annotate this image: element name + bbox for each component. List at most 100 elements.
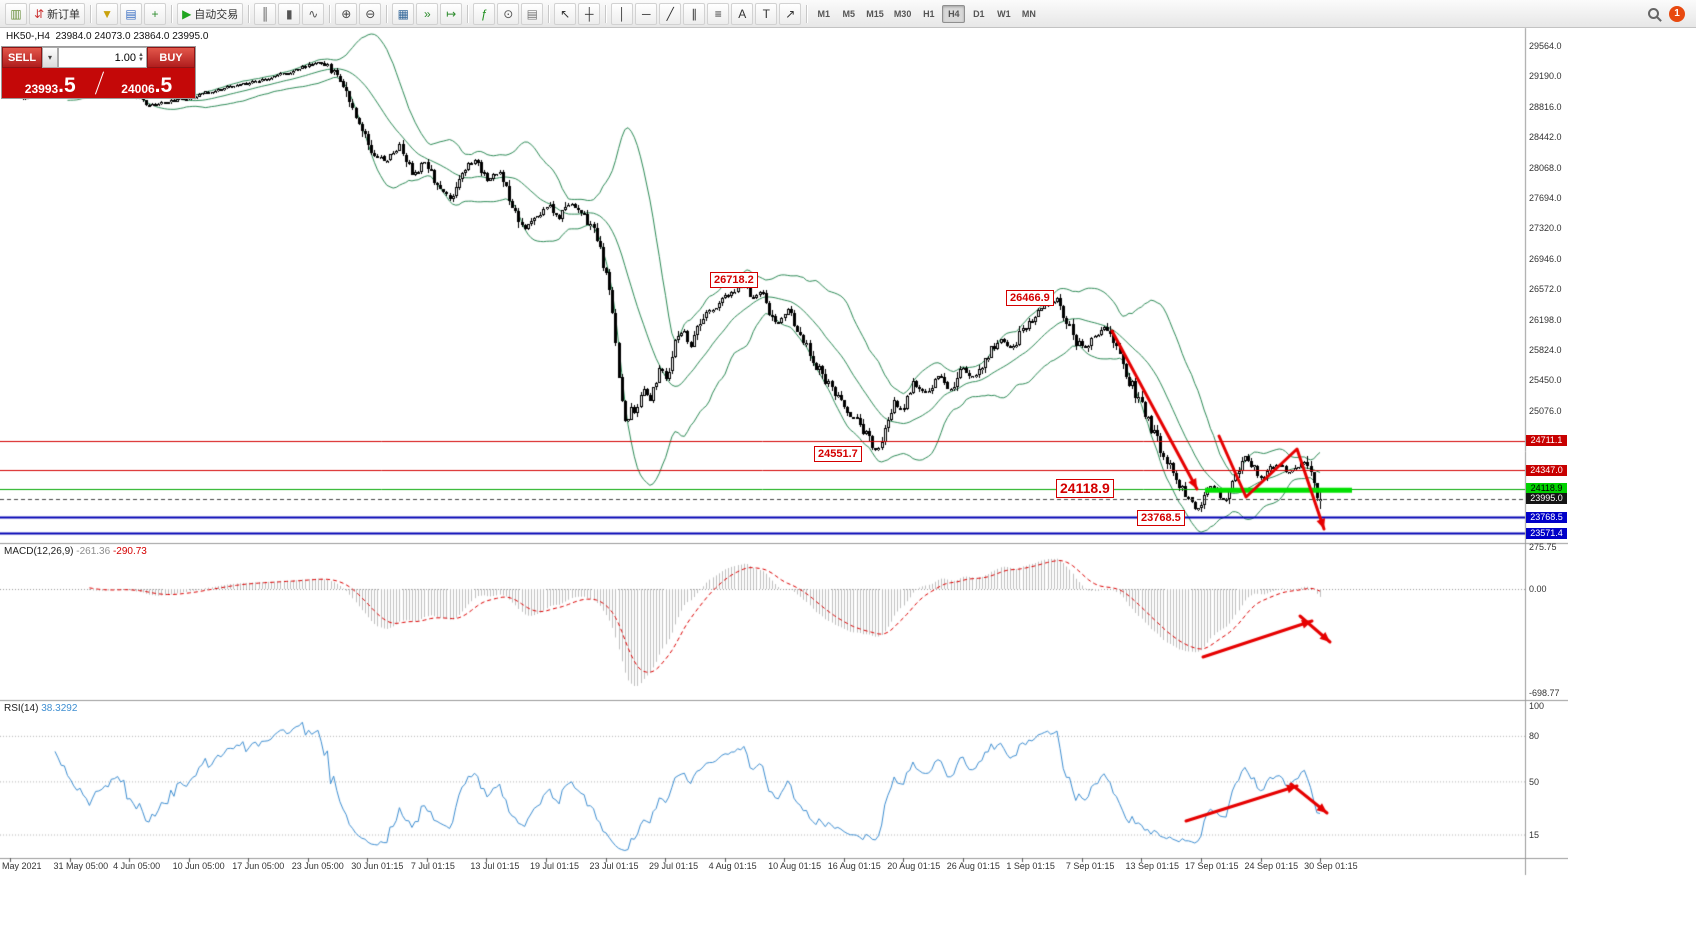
new-order-button[interactable]: ⇵ 新订单 [29, 2, 86, 25]
price-axis-label: 29564.0 [1529, 41, 1562, 51]
auto-scroll-icon-glyph: » [423, 6, 431, 21]
chart-shift-icon-glyph: ↦ [446, 6, 457, 21]
symbol-info: HK50-,H4 23984.0 24073.0 23864.0 23995.0 [6, 31, 209, 42]
line-chart-icon[interactable]: ∿ [302, 2, 325, 25]
price-tag-24118.9: 24118.9 [1526, 483, 1567, 495]
market-watch-icon[interactable]: ▤ [120, 2, 143, 25]
new-chart-icon[interactable]: ▥ [5, 2, 27, 25]
buy-button[interactable]: BUY [147, 47, 195, 68]
timeframe-d1[interactable]: D1 [973, 8, 985, 19]
market-watch-icon-glyph: ▤ [125, 6, 137, 21]
vertical-line-icon[interactable]: │ [611, 2, 634, 25]
sell-button[interactable]: SELL [2, 47, 42, 68]
timeframe-mn[interactable]: MN [1021, 8, 1036, 19]
order-type-dropdown[interactable]: ▾ [42, 47, 58, 68]
timeframe-m5[interactable]: M5 [842, 8, 856, 19]
navigator-icon-glyph: + [151, 6, 159, 21]
price-axis-label: 28816.0 [1529, 101, 1562, 112]
price-callout[interactable]: 26466.9 [1006, 290, 1054, 306]
vertical-line-icon-glyph: │ [618, 6, 627, 21]
templates-icon[interactable]: ▤ [521, 2, 544, 25]
bar-chart-icon[interactable]: ║ [254, 2, 277, 25]
price-tag-23768.5: 23768.5 [1526, 511, 1567, 523]
time-axis-label: 10 Jun 05:00 [172, 861, 225, 871]
rsi-axis-label: 80 [1529, 731, 1540, 741]
volume-spinner[interactable]: ▲ ▼ [138, 52, 144, 63]
buy-price[interactable]: 24006.5 [99, 68, 196, 98]
timeframe-m15[interactable]: M15 [866, 8, 884, 19]
horizontal-line-icon[interactable]: ─ [635, 2, 658, 25]
navigator-icon[interactable]: + [144, 2, 167, 25]
time-axis-label: 19 Jul 01:15 [529, 861, 579, 871]
timeframe-h4[interactable]: H4 [942, 4, 966, 23]
price-tag-24347.0: 24347.0 [1526, 464, 1567, 476]
price-callout[interactable]: 26718.2 [710, 272, 758, 288]
time-axis-label: 26 Aug 01:15 [946, 861, 1000, 871]
chart-window: HK50-,H4 23984.0 24073.0 23864.0 23995.0… [0, 0, 1568, 945]
time-periods-icon[interactable]: ⊙ [497, 2, 520, 25]
toolbar-separator [605, 4, 607, 23]
indicators-icon[interactable]: ƒ [473, 2, 496, 25]
timeframe-m30[interactable]: M30 [893, 8, 912, 19]
chart-shift-icon[interactable]: ↦ [440, 2, 463, 25]
spinner-down-icon: ▼ [138, 56, 144, 63]
search-icon[interactable] [1648, 8, 1659, 19]
tile-windows-icon[interactable]: ▦ [392, 2, 415, 25]
trendline-icon-glyph: ╱ [666, 6, 674, 21]
time-axis-label: 24 Sep 01:15 [1244, 861, 1299, 871]
zoom-in-icon[interactable]: ⊕ [335, 2, 358, 25]
price-axis-label: 25824.0 [1529, 345, 1562, 356]
crosshair-icon[interactable]: ┼ [578, 2, 601, 25]
text-icon[interactable]: A [731, 2, 754, 25]
new-order-button-label: 新订单 [47, 8, 81, 21]
price-callout[interactable]: 23768.5 [1137, 510, 1185, 526]
auto-scroll-icon[interactable]: » [416, 2, 439, 25]
zoom-out-icon[interactable]: ⊖ [359, 2, 382, 25]
label-icon[interactable]: T [755, 2, 778, 25]
timeframe-h1[interactable]: H1 [923, 8, 935, 19]
fibonacci-icon[interactable]: ≡ [707, 2, 730, 25]
time-axis-label: 7 Jul 01:15 [410, 861, 455, 871]
shapes-icon[interactable]: ↗ [779, 2, 802, 25]
rsi-axis-label: 100 [1529, 701, 1545, 711]
macd-main-value: -261.36 [76, 546, 111, 557]
price-tag-23571.4: 23571.4 [1526, 527, 1567, 539]
timeframe-m1[interactable]: M1 [817, 8, 831, 19]
price-axis-label: 28068.0 [1529, 162, 1562, 173]
volume-input[interactable]: 1.00 ▲ ▼ [58, 47, 147, 68]
sell-price[interactable]: 23993.5 [2, 68, 99, 98]
channel-icon-glyph: ∥ [691, 6, 698, 21]
price-callout[interactable]: 24551.7 [814, 446, 862, 462]
bar-chart-icon-glyph: ║ [261, 6, 270, 21]
profiles-icon[interactable]: ▼ [96, 2, 119, 25]
price-callout[interactable]: 24118.9 [1056, 479, 1114, 498]
time-axis-label: 23 Jul 01:15 [589, 861, 639, 871]
price-tag-24711.1: 24711.1 [1526, 435, 1567, 447]
auto-trading-button[interactable]: ▶ 自动交易 [177, 2, 244, 25]
candlestick-chart-icon[interactable]: ▮ [278, 2, 301, 25]
time-axis-label: 31 May 05:00 [53, 861, 109, 871]
price-axis-label: 29190.0 [1529, 71, 1562, 82]
channel-icon[interactable]: ∥ [683, 2, 706, 25]
chart-canvas[interactable] [0, 0, 1568, 945]
macd-label: MACD(12,26,9) -261.36 -290.73 [4, 546, 147, 557]
fibonacci-icon-glyph: ≡ [714, 6, 722, 21]
profiles-icon-glyph: ▼ [101, 6, 113, 21]
price-axis-label: 25076.0 [1529, 405, 1562, 416]
price-axis-label: 26572.0 [1529, 284, 1562, 295]
time-axis-label: 17 Jun 05:00 [232, 861, 285, 871]
notification-badge[interactable]: 1 [1669, 5, 1685, 22]
price-axis-label: 27694.0 [1529, 193, 1562, 204]
cursor-icon[interactable]: ↖ [554, 2, 577, 25]
rsi-value: 38.3292 [41, 703, 78, 714]
time-axis-label: 1 Sep 01:15 [1006, 861, 1055, 871]
timeframe-w1[interactable]: W1 [997, 8, 1011, 19]
time-axis-label: 30 Jun 01:15 [351, 861, 404, 871]
volume-value: 1.00 [114, 51, 137, 64]
text-icon-glyph: A [738, 6, 747, 21]
trendline-icon[interactable]: ╱ [659, 2, 682, 25]
price-display: 23993.5 24006.5 [2, 68, 195, 98]
time-axis-label: 23 Jun 05:00 [291, 861, 344, 871]
time-axis-label: 10 Aug 01:15 [768, 861, 822, 871]
